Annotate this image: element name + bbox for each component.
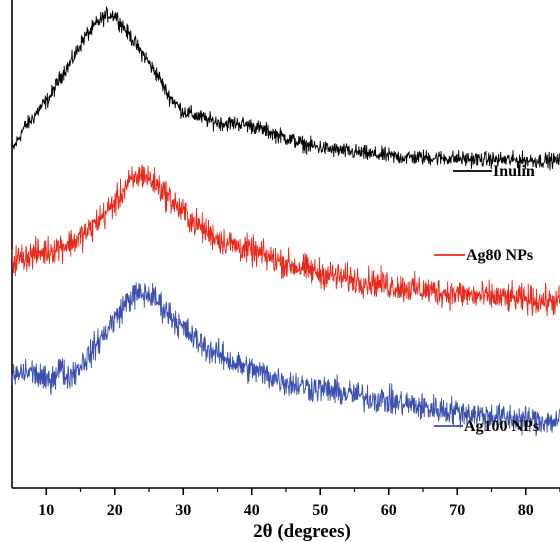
plot-area [11, 0, 560, 489]
x-axis-label: 2θ (degrees) [253, 521, 351, 542]
x-tick-label-30: 30 [175, 502, 191, 519]
legend-label-inulin: Inulin [493, 163, 535, 180]
series-line-ag80-nps [11, 164, 560, 317]
x-tick-label-60: 60 [381, 502, 397, 519]
x-tick-label-80: 80 [518, 502, 534, 519]
legend-label-ag80-nps: Ag80 NPs [466, 247, 533, 264]
legend: Inulin Ag80 NPs Ag100 NPs [434, 163, 539, 435]
x-tick-label-40: 40 [244, 502, 260, 519]
legend-label-ag100-nps: Ag100 NPs [464, 418, 539, 435]
x-tick-label-20: 20 [107, 502, 123, 519]
x-tick-label-10: 10 [38, 502, 54, 519]
series-line-inulin [11, 6, 560, 171]
x-axis-ticks: 10 20 30 40 50 60 70 80 [38, 488, 560, 519]
x-tick-label-50: 50 [312, 502, 328, 519]
x-tick-label-70: 70 [449, 502, 465, 519]
series-line-ag100-nps [11, 282, 560, 437]
